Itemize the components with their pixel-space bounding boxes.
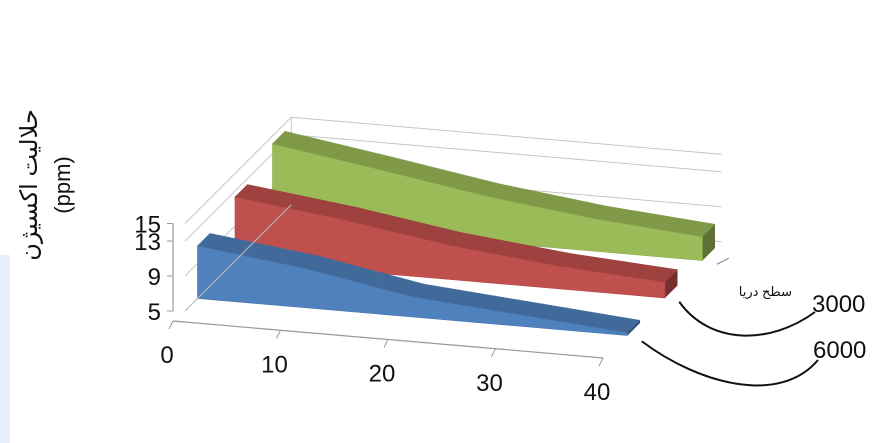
x-tick-label: 30 xyxy=(476,370,503,397)
series-label-sea-level: سطح دریا xyxy=(739,284,792,300)
x-tick-mark xyxy=(383,339,389,348)
series-label-3000: 3000 xyxy=(812,291,865,318)
y-tick-label: 9 xyxy=(148,264,161,291)
y-axis-label: حلالیت اکسیژن (ppm) xyxy=(16,109,75,261)
callout-line xyxy=(716,257,729,265)
y-tick-label: 13 xyxy=(134,229,161,256)
chart-series-group xyxy=(196,131,716,336)
series-end-cap xyxy=(627,320,640,336)
y-tick-label: 15 xyxy=(134,212,161,239)
y-axis-label-text: حلالیت اکسیژن xyxy=(16,109,43,261)
y-axis-unit-text: (ppm) xyxy=(50,156,75,213)
series-label-6000: 6000 xyxy=(813,337,866,364)
left-edge-strip xyxy=(0,255,10,443)
y-tick-label: 5 xyxy=(148,299,161,326)
callout-curve xyxy=(678,301,816,337)
floor-left-edge xyxy=(184,204,292,312)
x-tick-mark xyxy=(598,357,604,367)
x-tick-mark xyxy=(168,320,174,330)
series-end-cap xyxy=(665,269,678,298)
x-tick-label: 20 xyxy=(369,361,396,388)
series-6000 xyxy=(196,233,641,336)
series-3000 xyxy=(234,184,679,299)
x-tick-label: 0 xyxy=(160,342,173,369)
x-tick-label: 40 xyxy=(584,379,611,406)
x-tick-label: 10 xyxy=(261,351,288,378)
series-end-cap xyxy=(702,224,715,261)
series-front-face xyxy=(197,245,628,336)
x-tick-mark xyxy=(491,348,496,357)
x-tick-mark xyxy=(276,330,281,339)
callout-curve xyxy=(641,340,819,387)
series-callouts: سطح دریا 3000 6000 xyxy=(641,257,866,387)
